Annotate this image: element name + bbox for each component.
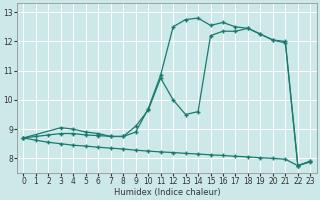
X-axis label: Humidex (Indice chaleur): Humidex (Indice chaleur) bbox=[114, 188, 220, 197]
